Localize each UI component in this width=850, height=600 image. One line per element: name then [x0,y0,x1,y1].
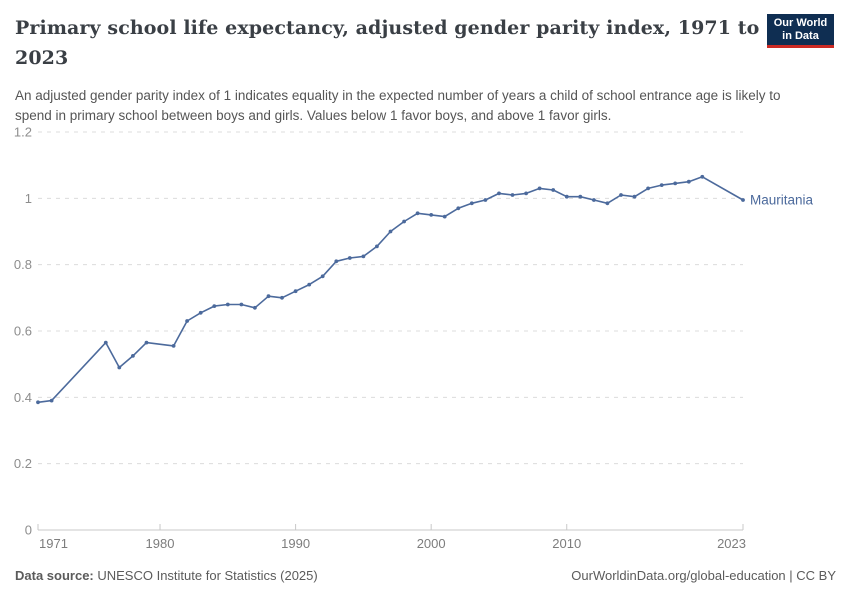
data-point[interactable] [510,193,515,197]
data-point[interactable] [686,179,691,184]
data-point[interactable] [592,198,596,202]
data-point[interactable] [469,201,474,206]
y-axis-tick-label: 0.4 [14,390,32,405]
data-point[interactable] [659,183,664,188]
x-axis-tick-label: 2000 [417,536,446,551]
data-source-label: Data source: [15,568,94,583]
data-point[interactable] [551,188,556,192]
line-series-mauritania [37,176,744,404]
data-point[interactable] [198,310,203,315]
chart-subtitle: An adjusted gender parity index of 1 ind… [15,88,781,123]
data-point[interactable] [483,198,488,202]
data-point[interactable] [171,344,176,348]
y-axis-tick-label: 1 [25,191,32,206]
data-point[interactable] [185,319,190,323]
data-point[interactable] [131,354,135,358]
data-point[interactable] [144,340,149,345]
data-point[interactable] [442,214,447,219]
data-point[interactable] [605,201,610,206]
y-axis-tick-label: 0.8 [14,257,32,272]
x-axis-tick-label: 1990 [281,536,310,551]
data-point[interactable] [307,282,312,287]
y-axis-tick-label: 0 [25,523,32,538]
data-point[interactable] [225,302,230,307]
data-point[interactable] [415,211,420,216]
x-axis-tick-label: 1980 [146,536,175,551]
data-point[interactable] [103,340,108,345]
data-source-note: Data source: UNESCO Institute for Statis… [15,568,318,583]
data-point[interactable] [375,244,379,249]
y-axis-tick-label: 1.2 [14,125,32,140]
owid-logo-line2: in Data [782,30,819,42]
chart-title: Primary school life expectancy, adjusted… [15,17,760,69]
data-point[interactable] [334,259,339,264]
data-point[interactable] [388,229,393,234]
data-point[interactable] [239,302,244,307]
data-point[interactable] [361,254,366,259]
x-axis-tick-label: 2023 [717,536,746,551]
owid-logo-red-bar [767,45,834,48]
series-label-mauritania: Mauritania [750,192,814,207]
data-point[interactable] [497,191,501,196]
y-axis-tick-label: 0.6 [14,324,32,339]
data-point[interactable] [537,186,542,191]
data-point[interactable] [49,398,54,403]
data-point[interactable] [646,186,650,191]
data-point[interactable] [564,194,569,199]
data-point[interactable] [578,194,583,199]
data-point[interactable] [253,305,257,310]
data-point[interactable] [117,365,122,370]
owid-logo-line1: Our World [773,17,828,29]
data-point[interactable] [456,206,461,211]
data-point[interactable] [293,289,298,294]
data-point[interactable] [280,295,284,300]
x-axis-tick-label: 2010 [552,536,581,551]
data-point[interactable] [700,174,705,179]
data-point[interactable] [673,181,678,186]
data-point[interactable] [212,304,217,308]
data-point[interactable] [320,274,325,279]
data-point[interactable] [429,213,434,217]
data-point[interactable] [36,400,40,405]
data-point[interactable] [632,194,637,199]
y-axis-tick-label: 0.2 [14,456,32,471]
x-axis-tick-label: 1971 [39,536,68,551]
data-point[interactable] [402,219,406,224]
data-point[interactable] [619,193,623,197]
credit-link[interactable]: OurWorldinData.org/global-education | CC… [571,568,836,583]
owid-logo[interactable]: Our World in Data [767,14,834,48]
data-source-text: UNESCO Institute for Statistics (2025) [93,568,318,583]
data-point[interactable] [347,256,352,260]
data-point[interactable] [741,198,745,202]
owid-logo-text: Our World in Data [767,14,834,45]
data-point[interactable] [266,294,271,299]
data-point[interactable] [524,191,528,196]
